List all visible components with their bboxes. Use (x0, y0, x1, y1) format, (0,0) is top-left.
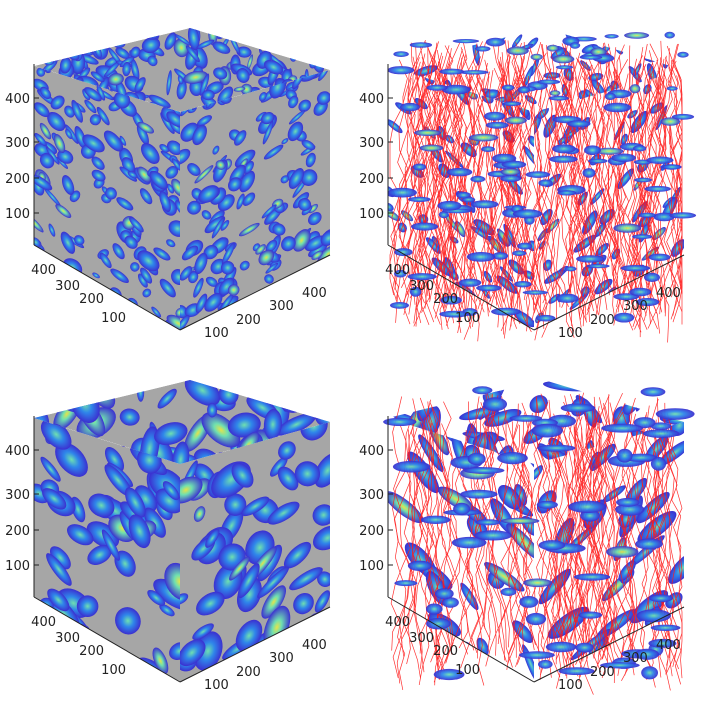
z-tick-label: 100 (5, 559, 30, 574)
z-tick-label: 200 (359, 524, 384, 539)
left-axis-tick-label: 200 (433, 644, 458, 659)
right-axis-tick-label: 100 (204, 678, 229, 693)
z-tick-label: 200 (359, 172, 384, 187)
panel-top-right: 100 200 300 400 100 200 300 400 100 200 300 400 (354, 0, 708, 351)
right-axis-tick-label: 400 (302, 638, 327, 653)
z-tick-label: 100 (359, 559, 384, 574)
right-axis-tick-label: 200 (236, 313, 261, 328)
axes (387, 64, 685, 331)
left-axis-tick-label: 100 (455, 663, 480, 678)
left-axis-tick-label: 400 (31, 263, 56, 278)
panel-bottom-left: 100 200 300 400 100 200 300 400 100 200 300 400 (0, 352, 354, 703)
pore-clusters (383, 386, 695, 681)
right-axis-tick-label: 300 (623, 651, 648, 666)
panel-top-left: 100 200 300 400 100 200 300 400 100 200 300 400 (0, 0, 354, 351)
axes (33, 416, 331, 683)
z-tick-label: 300 (359, 488, 384, 503)
left-axis-tick-label: 200 (79, 292, 104, 307)
left-axis-tick-label: 300 (55, 279, 80, 294)
right-axis-tick-label: 400 (656, 286, 681, 301)
streamlines (390, 392, 683, 695)
axes (33, 64, 331, 331)
right-axis-tick-label: 100 (204, 326, 229, 341)
left-axis-tick-label: 200 (433, 292, 458, 307)
right-axis-tick-label: 300 (269, 299, 294, 314)
z-tick-label: 400 (5, 444, 30, 459)
left-axis-tick-label: 400 (385, 615, 410, 630)
left-axis-tick-label: 100 (101, 311, 126, 326)
right-axis-tick-label: 400 (656, 638, 681, 653)
pore-clusters (387, 31, 697, 323)
right-axis-tick-label: 100 (558, 678, 583, 693)
z-tick-label: 400 (5, 92, 30, 107)
right-axis-tick-label: 100 (558, 326, 583, 341)
left-axis-tick-label: 300 (55, 631, 80, 646)
z-tick-label: 200 (5, 524, 30, 539)
left-axis-tick-label: 400 (31, 615, 56, 630)
left-axis-tick-label: 100 (455, 311, 480, 326)
left-axis-tick-label: 200 (79, 644, 104, 659)
z-tick-label: 300 (5, 488, 30, 503)
left-axis-tick-label: 300 (409, 279, 434, 294)
right-axis-tick-label: 200 (590, 313, 615, 328)
z-tick-label: 200 (5, 172, 30, 187)
axes (387, 416, 685, 683)
z-tick-label: 300 (5, 136, 30, 151)
left-axis-tick-label: 100 (101, 663, 126, 678)
right-axis-tick-label: 300 (623, 299, 648, 314)
z-tick-label: 300 (359, 136, 384, 151)
left-axis-tick-label: 400 (385, 263, 410, 278)
right-axis-tick-label: 300 (269, 651, 294, 666)
z-tick-label: 400 (359, 92, 384, 107)
right-axis-tick-label: 200 (590, 665, 615, 680)
z-tick-label: 100 (359, 207, 384, 222)
right-axis-tick-label: 400 (302, 286, 327, 301)
right-axis-tick-label: 200 (236, 665, 261, 680)
panel-bottom-right: 100 200 300 400 100 200 300 400 100 200 300 400 (354, 352, 708, 703)
left-axis-tick-label: 300 (409, 631, 434, 646)
z-tick-label: 400 (359, 444, 384, 459)
z-tick-label: 100 (5, 207, 30, 222)
